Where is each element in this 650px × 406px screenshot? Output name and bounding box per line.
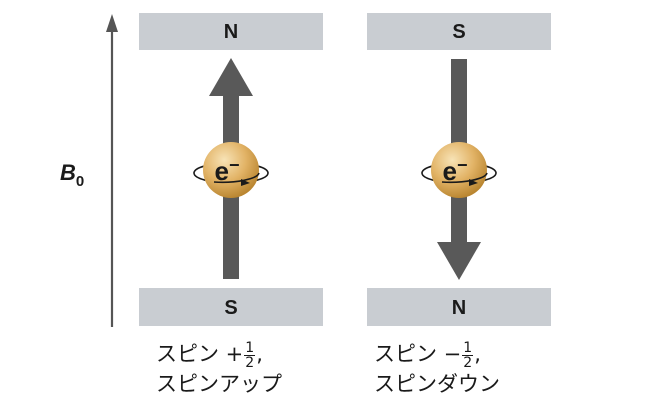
magnet-top-label: S	[452, 21, 465, 43]
magnet-bottom-label: N	[452, 297, 466, 319]
caption-line-1: スピン +1 2,	[156, 339, 263, 371]
electron: e−	[421, 142, 497, 198]
electron-label: e−	[443, 155, 468, 186]
magnet-top-label: N	[224, 21, 238, 43]
caption-line-2: スピンアップ	[156, 371, 282, 396]
magnet-bottom-label: S	[224, 297, 237, 319]
panel-spin-up: N S e−	[139, 13, 323, 326]
magnet-bottom	[139, 288, 323, 326]
electron-label: e−	[215, 155, 240, 186]
field-axis	[106, 14, 118, 327]
field-label: B0	[60, 160, 84, 190]
rotation-arrow-icon	[469, 179, 478, 186]
magnet-top	[139, 13, 323, 50]
caption-line-2: スピンダウン	[374, 371, 500, 396]
caption-spin-up: スピン +1 2, スピンアップ	[156, 340, 282, 398]
magnet-bottom	[367, 288, 551, 326]
axis-arrowhead-icon	[106, 14, 118, 32]
caption-spin-down: スピン −1 2, スピンダウン	[374, 340, 500, 398]
panel-spin-down: S N e−	[367, 13, 551, 326]
caption-line-1: スピン −1 2,	[374, 339, 481, 371]
magnet-top	[367, 13, 551, 50]
electron: e−	[193, 142, 269, 198]
rotation-arrow-icon	[241, 179, 250, 186]
